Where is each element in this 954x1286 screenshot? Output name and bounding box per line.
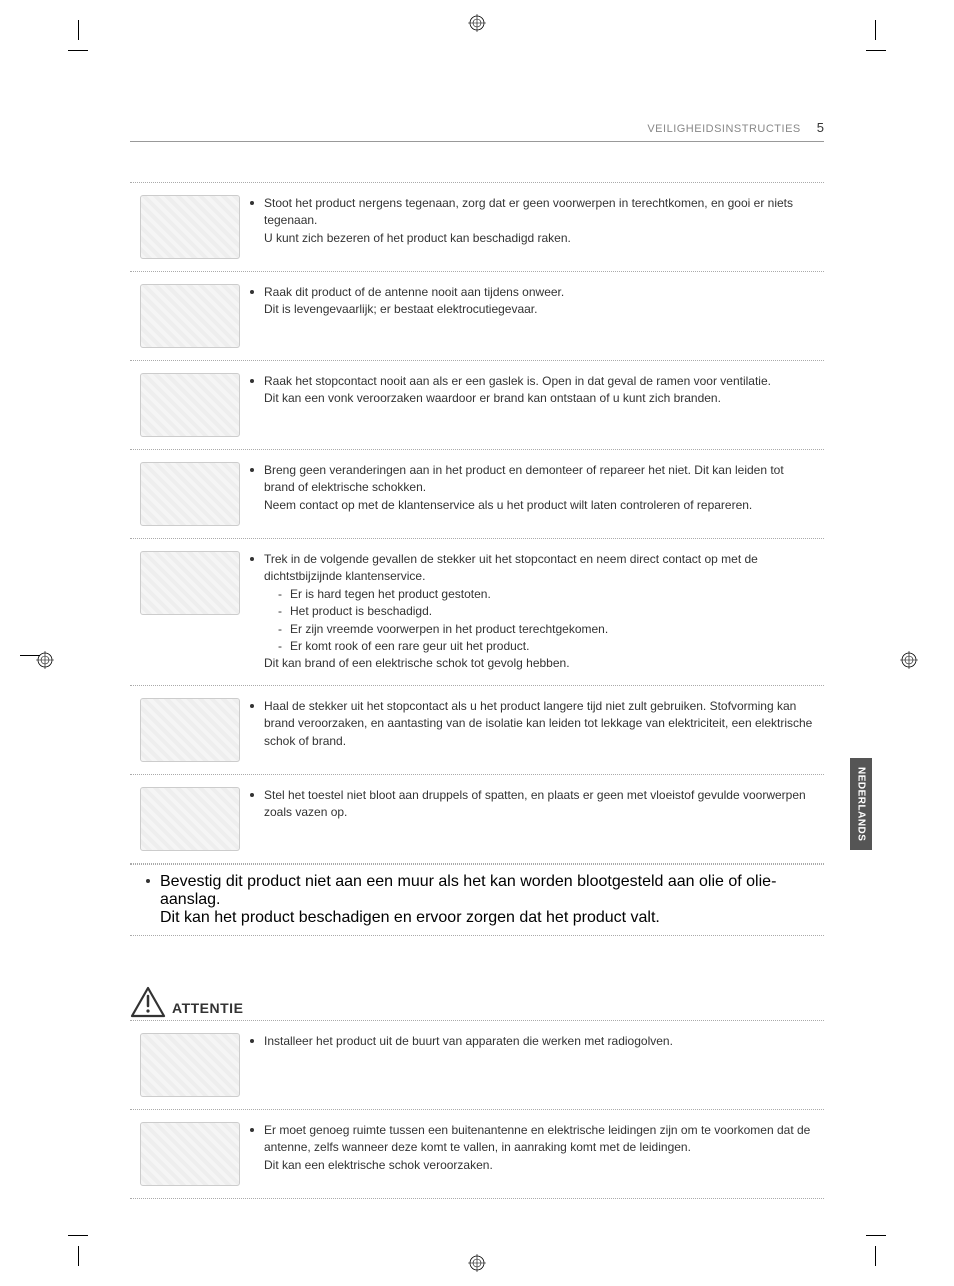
- sublist-text: Er zijn vreemde voorwerpen in het produc…: [290, 621, 608, 638]
- page-header: VEILIGHEIDSINSTRUCTIES 5: [130, 120, 824, 142]
- bullet-icon: [250, 1128, 254, 1132]
- instruction-body: Haal de stekker uit het stopcontact als …: [264, 698, 816, 750]
- instruction-line: Raak dit product of de antenne nooit aan…: [264, 284, 564, 301]
- tv-longtime-icon: [140, 698, 240, 762]
- page-content: VEILIGHEIDSINSTRUCTIES 5 Stoot het produ…: [0, 0, 954, 1259]
- instruction-text-cell: Installeer het product uit de buurt van …: [250, 1029, 824, 1101]
- bullet-icon: [250, 290, 254, 294]
- instruction-sublist: -Er is hard tegen het product gestoten.-…: [264, 586, 816, 656]
- instruction-illustration-cell: [130, 1118, 250, 1190]
- instruction-text-cell: Raak dit product of de antenne nooit aan…: [250, 280, 824, 352]
- instruction-text-cell: Stoot het product nergens tegenaan, zorg…: [250, 191, 824, 263]
- instruction-row: Breng geen veranderingen aan in het prod…: [130, 449, 824, 538]
- bullet-icon: [250, 793, 254, 797]
- attention-triangle-icon: [130, 986, 166, 1018]
- instruction-text-cell: Breng geen veranderingen aan in het prod…: [250, 458, 824, 530]
- instruction-line: Haal de stekker uit het stopcontact als …: [264, 698, 816, 750]
- instruction-body: Stoot het product nergens tegenaan, zorg…: [264, 195, 816, 247]
- full-width-warning: Bevestig dit product niet aan een muur a…: [130, 864, 824, 936]
- sublist-item: -Er is hard tegen het product gestoten.: [278, 586, 816, 603]
- instruction-body: Trek in de volgende gevallen de stekker …: [264, 551, 816, 673]
- tv-gasleak-icon: [140, 373, 240, 437]
- header-section-title: VEILIGHEIDSINSTRUCTIES: [647, 123, 800, 135]
- instruction-row: Stel het toestel niet bloot aan druppels…: [130, 774, 824, 864]
- instruction-illustration-cell: [130, 369, 250, 441]
- instruction-line: Er moet genoeg ruimte tussen een buitena…: [264, 1122, 816, 1157]
- sublist-item: -Er zijn vreemde voorwerpen in het produ…: [278, 621, 816, 638]
- instruction-line: Stoot het product nergens tegenaan, zorg…: [264, 195, 816, 230]
- tv-liquid-icon: [140, 787, 240, 851]
- instruction-row: Installeer het product uit de buurt van …: [130, 1021, 824, 1109]
- instruction-line: Raak het stopcontact nooit aan als er ee…: [264, 373, 771, 390]
- sublist-item: -Het product is beschadigd.: [278, 603, 816, 620]
- instruction-illustration-cell: [130, 280, 250, 352]
- instruction-row: Raak het stopcontact nooit aan als er ee…: [130, 360, 824, 449]
- instruction-body: Raak het stopcontact nooit aan als er ee…: [264, 373, 771, 408]
- bullet-icon: [250, 468, 254, 472]
- header-page-number: 5: [817, 120, 824, 135]
- dash-icon: -: [278, 638, 282, 655]
- attention-label: ATTENTIE: [172, 1000, 243, 1018]
- house-antenna-icon: [140, 1122, 240, 1186]
- instruction-line: Trek in de volgende gevallen de stekker …: [264, 551, 816, 586]
- instruction-illustration-cell: [130, 783, 250, 855]
- instruction-illustration-cell: [130, 191, 250, 263]
- sublist-text: Er is hard tegen het product gestoten.: [290, 586, 491, 603]
- instruction-body: Stel het toestel niet bloot aan druppels…: [264, 787, 816, 822]
- instruction-line: U kunt zich bezeren of het product kan b…: [264, 230, 816, 247]
- instruction-line: Dit is levengevaarlijk; er bestaat elekt…: [264, 301, 564, 318]
- warnings-section: Stoot het product nergens tegenaan, zorg…: [130, 182, 824, 864]
- dash-icon: -: [278, 586, 282, 603]
- instruction-trailing: Dit kan brand of een elektrische schok t…: [264, 655, 816, 672]
- instruction-illustration-cell: [130, 694, 250, 766]
- sublist-text: Er komt rook of een rare geur uit het pr…: [290, 638, 529, 655]
- instruction-line: Dit kan een vonk veroorzaken waardoor er…: [264, 390, 771, 407]
- instruction-line: Dit kan een elektrische schok veroorzake…: [264, 1157, 816, 1174]
- bullet-icon: [250, 379, 254, 383]
- instruction-body: Breng geen veranderingen aan in het prod…: [264, 462, 816, 514]
- dash-icon: -: [278, 603, 282, 620]
- instruction-body: Raak dit product of de antenne nooit aan…: [264, 284, 564, 319]
- bullet-icon: [250, 557, 254, 561]
- instruction-line: Neem contact op met de klantenservice al…: [264, 497, 816, 514]
- instruction-text-cell: Haal de stekker uit het stopcontact als …: [250, 694, 824, 766]
- instruction-body: Er moet genoeg ruimte tussen een buitena…: [264, 1122, 816, 1174]
- dash-icon: -: [278, 621, 282, 638]
- instruction-text-cell: Trek in de volgende gevallen de stekker …: [250, 547, 824, 677]
- instruction-illustration-cell: [130, 1029, 250, 1101]
- instruction-row: Stoot het product nergens tegenaan, zorg…: [130, 182, 824, 271]
- house-radio-icon: [140, 1033, 240, 1097]
- instruction-text-cell: Raak het stopcontact nooit aan als er ee…: [250, 369, 824, 441]
- bullet-icon: [250, 201, 254, 205]
- instruction-body: Installeer het product uit de buurt van …: [264, 1033, 673, 1050]
- instruction-text-cell: Er moet genoeg ruimte tussen een buitena…: [250, 1118, 824, 1190]
- instruction-line: Installeer het product uit de buurt van …: [264, 1033, 673, 1050]
- instruction-row: Trek in de volgende gevallen de stekker …: [130, 538, 824, 685]
- tv-unplug-icon: [140, 551, 240, 615]
- instruction-illustration-cell: [130, 547, 250, 677]
- attention-header: ATTENTIE: [130, 986, 824, 1021]
- bullet-icon: [146, 879, 150, 883]
- instruction-row: Raak dit product of de antenne nooit aan…: [130, 271, 824, 360]
- instruction-line: Stel het toestel niet bloot aan druppels…: [264, 787, 816, 822]
- instruction-row: Haal de stekker uit het stopcontact als …: [130, 685, 824, 774]
- instruction-illustration-cell: [130, 458, 250, 530]
- instruction-text-cell: Stel het toestel niet bloot aan druppels…: [250, 783, 824, 855]
- tv-disassemble-icon: [140, 462, 240, 526]
- sublist-item: -Er komt rook of een rare geur uit het p…: [278, 638, 816, 655]
- sublist-text: Het product is beschadigd.: [290, 603, 432, 620]
- bullet-icon: [250, 1039, 254, 1043]
- tv-impact-icon: [140, 195, 240, 259]
- bullet-icon: [250, 704, 254, 708]
- full-width-warning-text: Bevestig dit product niet aan een muur a…: [160, 873, 824, 927]
- attention-section: Installeer het product uit de buurt van …: [130, 1021, 824, 1199]
- instruction-row: Er moet genoeg ruimte tussen een buitena…: [130, 1109, 824, 1199]
- tv-lightning-icon: [140, 284, 240, 348]
- instruction-line: Breng geen veranderingen aan in het prod…: [264, 462, 816, 497]
